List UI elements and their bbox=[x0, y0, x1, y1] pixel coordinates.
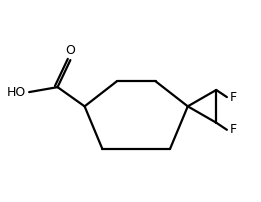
Text: O: O bbox=[66, 44, 75, 57]
Text: F: F bbox=[230, 90, 237, 104]
Text: F: F bbox=[230, 123, 237, 136]
Text: HO: HO bbox=[7, 86, 26, 99]
